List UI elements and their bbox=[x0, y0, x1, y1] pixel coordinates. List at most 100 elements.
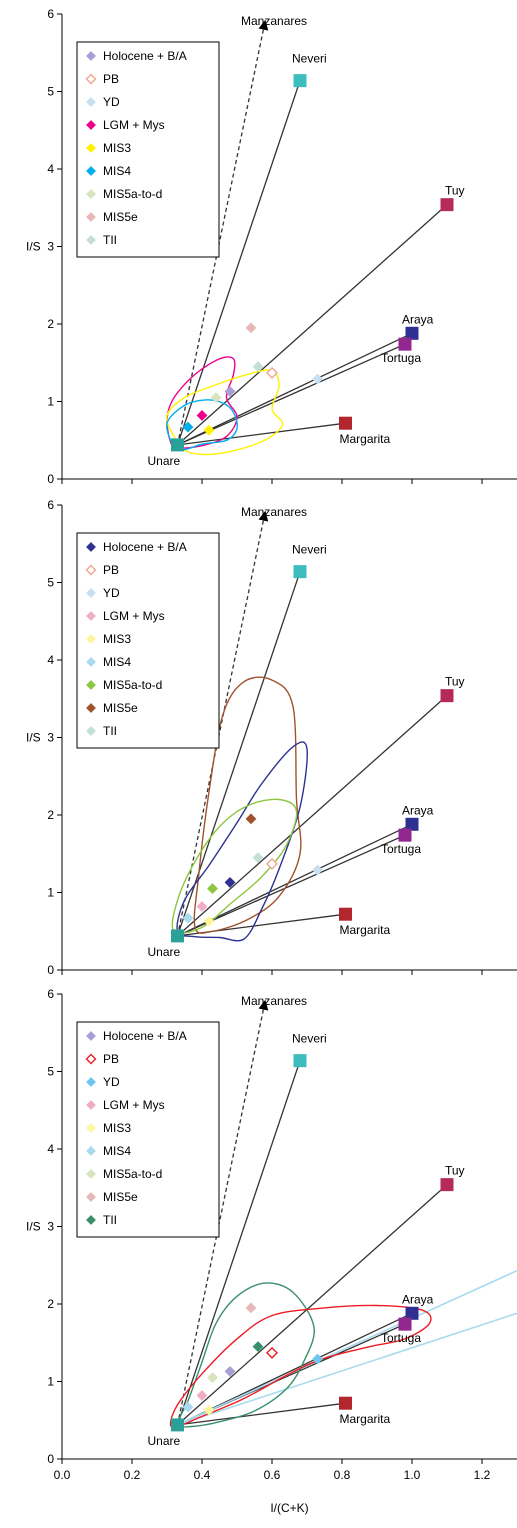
source-marker-tuy bbox=[441, 199, 453, 211]
source-marker-margarita bbox=[340, 908, 352, 920]
y-tick-label: 5 bbox=[47, 85, 54, 99]
source-label-araya: Araya bbox=[402, 312, 434, 326]
x-tick-label: 0.6 bbox=[264, 1468, 281, 1482]
y-tick-label: 2 bbox=[47, 317, 54, 331]
y-tick-label: 1 bbox=[47, 886, 54, 900]
legend-box bbox=[77, 42, 219, 257]
y-axis-label: I/S bbox=[26, 731, 41, 745]
data-point bbox=[197, 901, 207, 911]
y-tick-label: 5 bbox=[47, 576, 54, 590]
legend-label: TII bbox=[103, 724, 117, 738]
data-point bbox=[204, 425, 214, 435]
y-axis-label: I/S bbox=[26, 240, 41, 254]
source-marker-neveri bbox=[294, 566, 306, 578]
source-label-neveri: Neveri bbox=[292, 543, 327, 557]
y-tick-label: 3 bbox=[47, 731, 54, 745]
x-tick-label: 0.2 bbox=[124, 1468, 141, 1482]
x-tick-label: 0.4 bbox=[194, 1468, 211, 1482]
y-tick-label: 3 bbox=[47, 240, 54, 254]
legend-label: MIS4 bbox=[103, 164, 131, 178]
source-label-manzanares: Manzanares bbox=[241, 505, 307, 519]
legend-label: LGM + Mys bbox=[103, 609, 165, 623]
envelope bbox=[172, 799, 296, 933]
source-label-tuy: Tuy bbox=[445, 184, 465, 198]
y-tick-label: 1 bbox=[47, 1375, 54, 1389]
y-tick-label: 2 bbox=[47, 808, 54, 822]
y-tick-label: 5 bbox=[47, 1065, 54, 1079]
y-tick-label: 4 bbox=[47, 1142, 54, 1156]
panel-1: 0 1 2 3 4 5 6 I/S Manzanares Neveri Tuy Araya Tortug… bbox=[26, 7, 517, 486]
source-label-manzanares: Manzanares bbox=[241, 14, 307, 28]
source-marker-tuy bbox=[441, 1179, 453, 1191]
data-point bbox=[267, 1348, 277, 1358]
legend-label: PB bbox=[103, 1052, 119, 1066]
source-marker-neveri bbox=[294, 1055, 306, 1067]
panel-2: 0123456I/SManzanaresNeveriTuyArayaTortug… bbox=[26, 498, 517, 977]
legend-label: YD bbox=[103, 1075, 120, 1089]
x-axis-label: I/(C+K) bbox=[270, 1501, 308, 1515]
y-tick-label: 6 bbox=[47, 987, 54, 1001]
source-label-manzanares: Manzanares bbox=[241, 994, 307, 1008]
source-label-margarita: Margarita bbox=[340, 1412, 391, 1426]
source-label-tortuga: Tortuga bbox=[381, 842, 421, 856]
legend-label: Holocene + B/A bbox=[103, 49, 187, 63]
source-marker-unare bbox=[172, 930, 184, 942]
source-label-tortuga: Tortuga bbox=[381, 351, 421, 365]
legend-label: TII bbox=[103, 1213, 117, 1227]
source-label-margarita: Margarita bbox=[340, 432, 391, 446]
x-tick-label: 0.0 bbox=[54, 1468, 71, 1482]
y-tick-label: 2 bbox=[47, 1297, 54, 1311]
source-marker-tuy bbox=[441, 690, 453, 702]
source-marker-tortuga bbox=[399, 1318, 411, 1330]
legend-label: YD bbox=[103, 95, 120, 109]
source-marker-margarita bbox=[340, 1397, 352, 1409]
data-point bbox=[246, 1303, 256, 1313]
source-label-margarita: Margarita bbox=[340, 923, 391, 937]
y-tick-label: 4 bbox=[47, 653, 54, 667]
source-label-unare: Unare bbox=[148, 945, 181, 959]
source-label-araya: Araya bbox=[402, 1292, 434, 1306]
source-marker-margarita bbox=[340, 417, 352, 429]
legend-label: MIS3 bbox=[103, 632, 131, 646]
source-label-araya: Araya bbox=[402, 803, 434, 817]
y-tick-label: 6 bbox=[47, 498, 54, 512]
x-tick-label: 1.0 bbox=[404, 1468, 421, 1482]
legend-label: MIS3 bbox=[103, 1121, 131, 1135]
y-tick-label: 3 bbox=[47, 1220, 54, 1234]
data-point bbox=[208, 884, 218, 894]
legend-box bbox=[77, 1022, 219, 1237]
legend-label: MIS4 bbox=[103, 655, 131, 669]
legend-label: LGM + Mys bbox=[103, 1098, 165, 1112]
data-point bbox=[246, 323, 256, 333]
y-tick-label: 0 bbox=[47, 1452, 54, 1466]
y-tick-label: 0 bbox=[47, 472, 54, 486]
y-tick-label: 0 bbox=[47, 963, 54, 977]
source-marker-neveri bbox=[294, 75, 306, 87]
legend-label: MIS5a-to-d bbox=[103, 1167, 162, 1181]
source-marker-unare bbox=[172, 1419, 184, 1431]
source-label-unare: Unare bbox=[148, 1434, 181, 1448]
source-marker-araya bbox=[406, 327, 418, 339]
data-point bbox=[208, 1373, 218, 1383]
y-tick-label: 1 bbox=[47, 395, 54, 409]
legend-label: MIS5a-to-d bbox=[103, 187, 162, 201]
source-label-unare: Unare bbox=[148, 454, 181, 468]
legend-label: PB bbox=[103, 72, 119, 86]
legend-label: PB bbox=[103, 563, 119, 577]
y-tick-label: 4 bbox=[47, 162, 54, 176]
legend-label: MIS5e bbox=[103, 1190, 138, 1204]
legend-label: TII bbox=[103, 233, 117, 247]
data-point bbox=[197, 410, 207, 420]
source-marker-araya bbox=[406, 818, 418, 830]
legend-label: MIS5e bbox=[103, 210, 138, 224]
mixing-line-araya bbox=[178, 333, 413, 445]
legend-label: YD bbox=[103, 586, 120, 600]
data-point bbox=[246, 814, 256, 824]
y-tick-label: 6 bbox=[47, 7, 54, 21]
source-label-neveri: Neveri bbox=[292, 52, 327, 66]
x-tick-label: 0.8 bbox=[334, 1468, 351, 1482]
